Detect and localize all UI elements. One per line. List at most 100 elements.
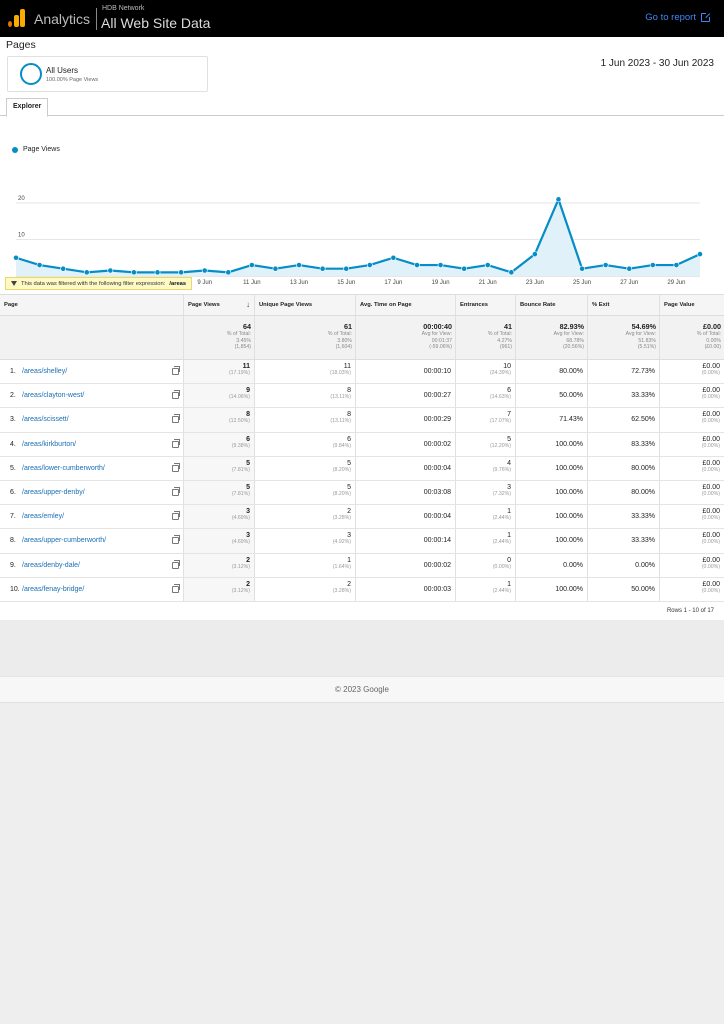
data-point[interactable] (531, 251, 538, 257)
col-header-avg-time[interactable]: Avg. Time on Page (356, 295, 456, 315)
open-page-icon[interactable] (172, 438, 180, 448)
open-page-icon[interactable] (172, 486, 180, 496)
page-path-link[interactable]: /areas/shelley/ (22, 368, 68, 375)
page-path-link[interactable]: /areas/upper-denby/ (22, 488, 85, 496)
data-point[interactable] (555, 196, 562, 203)
page-path-link[interactable]: /areas/fenay-bridge/ (22, 585, 85, 593)
open-page-icon[interactable] (172, 583, 180, 593)
open-page-icon[interactable] (172, 559, 180, 569)
data-point[interactable] (225, 269, 232, 276)
page-path-link[interactable]: /areas/emley/ (22, 513, 65, 521)
totals-cell: 41% of Total: 4.27% (961) (456, 316, 516, 359)
go-to-report-label: Go to report (645, 12, 696, 23)
data-point[interactable] (83, 269, 90, 276)
row-index: 9. (10, 561, 16, 569)
empty-area (0, 620, 724, 676)
page-cell: 6. /areas/upper-denby/ (0, 480, 184, 505)
data-point[interactable] (437, 262, 444, 268)
open-page-icon[interactable] (172, 390, 180, 400)
page-cell: 8. /areas/upper-cumberworth/ (0, 529, 184, 553)
col-header-page[interactable]: Page (0, 295, 184, 315)
analytics-logo-icon[interactable] (8, 9, 26, 27)
data-point[interactable] (579, 265, 585, 272)
property-name[interactable]: All Web Site Data (101, 15, 211, 31)
data-point[interactable] (272, 265, 279, 272)
open-page-icon[interactable] (172, 511, 180, 521)
open-page-icon[interactable] (172, 366, 180, 375)
col-header-page-value[interactable]: Page Value (664, 302, 695, 308)
exit-cell: 62.50% (588, 408, 660, 432)
data-point[interactable] (343, 265, 350, 272)
avg-time-cell: 00:03:08 (356, 480, 456, 505)
data-point[interactable] (649, 262, 656, 268)
data-point[interactable] (461, 265, 468, 272)
page-path-link[interactable]: /areas/kirkburton/ (22, 440, 77, 448)
data-point[interactable] (414, 262, 420, 268)
col-header-page-views-label: Page Views (188, 302, 220, 308)
exit-cell: 50.00% (588, 577, 660, 601)
row-index: 5. (10, 464, 16, 472)
sort-descending-icon[interactable]: ↓ (246, 300, 250, 309)
data-point[interactable] (13, 254, 19, 261)
col-header-page-views[interactable]: Page Views ↓ (184, 295, 255, 315)
row-index: 10. (10, 585, 20, 593)
open-page-icon[interactable] (172, 535, 180, 545)
avg-time-cell: 00:00:10 (356, 360, 456, 384)
account-name[interactable]: HDB Network (102, 5, 145, 12)
segment-name: All Users (46, 66, 79, 75)
data-point[interactable] (484, 262, 491, 268)
open-page-icon[interactable] (172, 414, 180, 424)
data-point[interactable] (60, 265, 67, 272)
bounce-rate-cell: 100.00% (516, 432, 588, 456)
page-path-link[interactable]: /areas/lower-cumberworth/ (22, 464, 105, 472)
data-point[interactable] (390, 254, 397, 261)
data-point[interactable] (296, 262, 302, 268)
col-header-entrances[interactable]: Entrances (456, 295, 516, 315)
date-range-selector[interactable]: 1 Jun 2023 - 30 Jun 2023 (600, 58, 714, 69)
data-point[interactable] (697, 251, 703, 257)
segment-card[interactable]: All Users 100.00% Page Views (7, 56, 208, 92)
data-point[interactable] (107, 267, 114, 274)
data-point[interactable] (154, 269, 161, 276)
page-views-cell: 11 (17.19%) (184, 360, 255, 384)
page-path-link[interactable]: /areas/clayton-west/ (22, 392, 85, 400)
page-path-link[interactable]: /areas/upper-cumberworth/ (22, 537, 107, 545)
col-header-unique-page-views[interactable]: Unique Page Views (255, 295, 356, 315)
data-point[interactable] (131, 269, 137, 276)
entrances-cell: 4 (9.76%) (456, 456, 516, 480)
col-header-exit[interactable]: % Exit (588, 295, 660, 315)
table-row: 9. /areas/denby-dale/2 (3.12%) 1 (1.64%) 00:0… (0, 553, 724, 578)
page-path-link[interactable]: /areas/denby-dale/ (22, 561, 80, 569)
data-point[interactable] (201, 267, 208, 274)
entrances-cell: 10 (24.39%) (456, 360, 516, 384)
data-point[interactable] (366, 262, 373, 268)
data-point[interactable] (673, 262, 680, 268)
data-point[interactable] (602, 262, 609, 268)
filter-note: This data was filtered with the followin… (5, 277, 193, 290)
y-tick-label: 20 (18, 196, 25, 202)
exit-cell: 72.73% (588, 360, 660, 384)
data-point[interactable] (178, 269, 185, 276)
data-point[interactable] (626, 265, 633, 272)
col-header-bounce-rate[interactable]: Bounce Rate (516, 295, 588, 315)
report-body: Pages All Users 100.00% Page Views 1 Jun… (0, 37, 724, 620)
data-point[interactable] (319, 265, 326, 272)
data-point[interactable] (508, 269, 515, 276)
x-tick-label: 15 Jun (337, 280, 355, 286)
unique-page-views-cell: 2 (3.28%) (255, 505, 356, 529)
data-point[interactable] (248, 262, 255, 268)
totals-cell: 64% of Total: 3.45% (1,854) (184, 316, 255, 359)
tab-explorer[interactable]: Explorer (6, 98, 49, 117)
data-point[interactable] (36, 262, 43, 268)
page-value-cell: £0.00 (0.00%) (701, 411, 720, 425)
app-name: Analytics (34, 11, 91, 27)
open-page-icon[interactable] (172, 462, 180, 472)
page-path-link[interactable]: /areas/scissett/ (22, 416, 69, 424)
bounce-rate-cell: 100.00% (516, 505, 588, 529)
row-index: 4. (10, 440, 16, 448)
page-views-cell: 9 (14.06%) (184, 384, 255, 408)
go-to-report-link[interactable]: Go to report (645, 12, 711, 23)
filter-expression: /areas (169, 280, 187, 287)
entrances-cell: 1 (2.44%) (456, 505, 516, 529)
